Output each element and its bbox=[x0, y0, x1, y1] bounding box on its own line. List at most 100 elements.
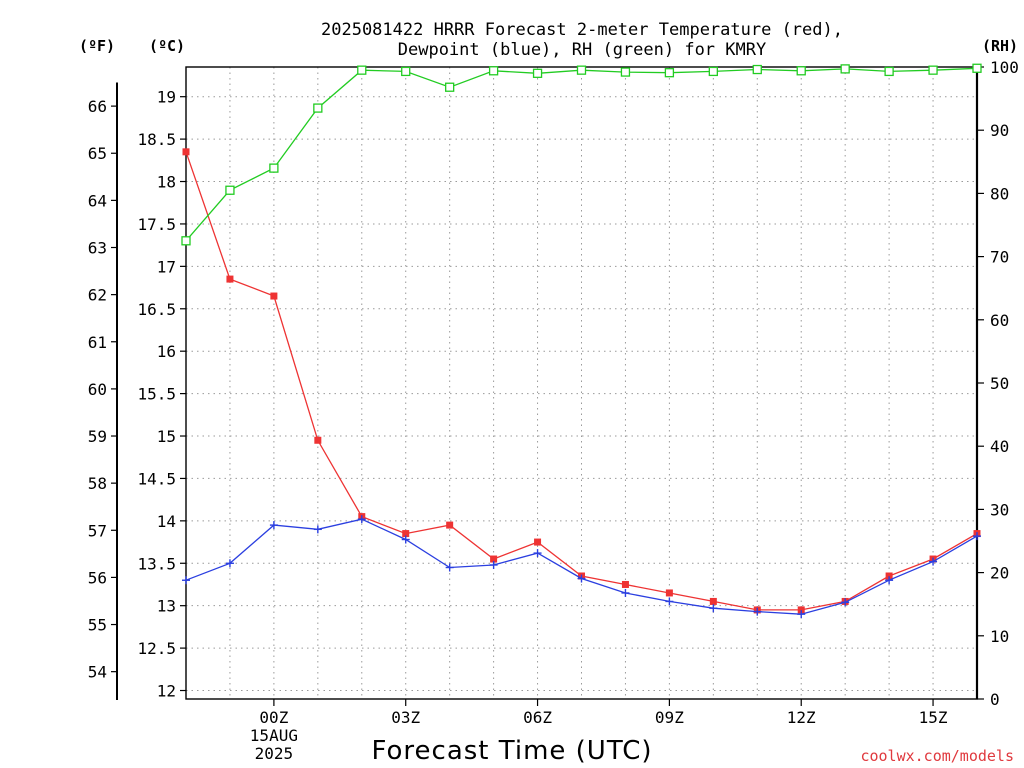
relative_humidity-point bbox=[357, 65, 367, 75]
chart-title-line2: Dewpoint (blue), RH (green) for KMRY bbox=[398, 40, 766, 60]
celsius-tick-label: 17 bbox=[157, 257, 176, 276]
x-tick-label: 03Z bbox=[391, 708, 420, 727]
fahrenheit-tick-label: 58 bbox=[88, 474, 107, 493]
temperature-point bbox=[797, 606, 805, 614]
dewpoint-point bbox=[973, 532, 981, 541]
relative_humidity-point bbox=[401, 66, 411, 77]
dewpoint-point bbox=[533, 549, 542, 558]
celsius-tick-label: 13 bbox=[157, 597, 176, 616]
fahrenheit-tick-label: 61 bbox=[88, 333, 107, 352]
temperature-point bbox=[490, 555, 498, 563]
dewpoint-point bbox=[225, 559, 234, 568]
dewpoint-point bbox=[269, 521, 278, 530]
rh-tick-label: 70 bbox=[990, 248, 1009, 267]
x-axis-title: Forecast Time (UTC) bbox=[371, 736, 652, 766]
temperature-point bbox=[885, 572, 893, 580]
temperature-point bbox=[402, 530, 410, 538]
relative_humidity-point bbox=[576, 65, 587, 75]
dewpoint-line bbox=[185, 518, 978, 615]
x-tick-label: 12Z bbox=[787, 708, 816, 727]
fahrenheit-tick-label: 63 bbox=[88, 239, 107, 258]
dewpoint-point bbox=[753, 607, 762, 616]
fahrenheit-tick-label: 57 bbox=[88, 521, 107, 540]
dewpoint-point bbox=[841, 598, 850, 607]
temperature-point bbox=[226, 275, 234, 283]
fahrenheit-tick-label: 62 bbox=[88, 286, 107, 305]
x-tick-label: 09Z bbox=[655, 708, 684, 727]
relative_humidity-point bbox=[840, 64, 850, 74]
rh-tick-label: 80 bbox=[990, 184, 1009, 203]
relative_humidity-point bbox=[313, 103, 323, 113]
temperature-point bbox=[709, 597, 717, 605]
relative_humidity-point bbox=[181, 236, 191, 246]
relative_humidity-point bbox=[532, 68, 543, 78]
relative_humidity-point bbox=[488, 66, 499, 76]
fahrenheit-tick-label: 65 bbox=[88, 144, 107, 163]
temperature-point bbox=[182, 148, 190, 156]
celsius-unit-label: (ºC) bbox=[149, 37, 185, 55]
celsius-tick-label: 14 bbox=[157, 512, 176, 531]
fahrenheit-tick-label: 60 bbox=[88, 380, 107, 399]
celsius-tick-label: 18.5 bbox=[137, 130, 176, 149]
celsius-tick-label: 12 bbox=[157, 682, 176, 701]
relative_humidity-line bbox=[185, 67, 978, 242]
rh-tick-label: 20 bbox=[990, 564, 1009, 583]
dewpoint-point bbox=[401, 535, 410, 544]
grid-lines bbox=[185, 67, 978, 699]
credit-link[interactable]: coolwx.com/models bbox=[860, 747, 1014, 765]
temperature-point bbox=[621, 580, 629, 588]
x-tick-label: 06Z bbox=[523, 708, 552, 727]
relative_humidity-point bbox=[445, 82, 455, 92]
rh-tick-label: 50 bbox=[990, 374, 1009, 393]
rh-tick-label: 30 bbox=[990, 500, 1009, 519]
celsius-tick-label: 17.5 bbox=[137, 215, 176, 234]
dewpoint-point bbox=[621, 588, 630, 597]
celsius-tick-label: 16.5 bbox=[137, 300, 176, 319]
dewpoint-point bbox=[313, 525, 322, 534]
fahrenheit-tick-label: 55 bbox=[88, 616, 107, 635]
chart-title-line1: 2025081422 HRRR Forecast 2-meter Tempera… bbox=[321, 20, 843, 40]
temperature-point bbox=[534, 538, 542, 546]
x-date-label: 15AUG bbox=[250, 726, 298, 745]
celsius-tick-label: 19 bbox=[157, 88, 176, 107]
dewpoint-point bbox=[929, 557, 938, 566]
dewpoint-point bbox=[797, 610, 806, 619]
temperature-point bbox=[270, 292, 278, 300]
rh-tick-label: 90 bbox=[990, 121, 1009, 140]
fahrenheit-tick-label: 54 bbox=[88, 663, 107, 682]
relative_humidity-point bbox=[928, 65, 938, 75]
fahrenheit-tick-label: 66 bbox=[88, 97, 107, 116]
relative_humidity-point bbox=[708, 66, 718, 77]
celsius-tick-label: 13.5 bbox=[137, 554, 176, 573]
fahrenheit-tick-label: 59 bbox=[88, 427, 107, 446]
dewpoint-point bbox=[709, 604, 718, 613]
temperature-point bbox=[665, 589, 673, 597]
relative_humidity-point bbox=[752, 64, 762, 75]
rh-tick-label: 60 bbox=[990, 311, 1009, 330]
relative_humidity-point bbox=[884, 66, 894, 77]
fahrenheit-tick-label: 56 bbox=[88, 568, 107, 587]
dewpoint-point bbox=[489, 560, 498, 569]
relative_humidity-point bbox=[972, 63, 982, 73]
celsius-tick-label: 16 bbox=[157, 342, 176, 361]
rh-tick-label: 100 bbox=[990, 58, 1019, 77]
rh-tick-label: 10 bbox=[990, 627, 1009, 646]
celsius-tick-label: 14.5 bbox=[137, 469, 176, 488]
dewpoint-point bbox=[885, 576, 894, 585]
tick-labels: 12 12.5 13 13.5 14 14.5 15 15.5 16 16.5 17 17.5 18 18… bbox=[88, 58, 1019, 763]
rh-tick-label: 40 bbox=[990, 437, 1009, 456]
dewpoint-point bbox=[445, 563, 454, 572]
relative_humidity-point bbox=[269, 163, 279, 173]
x-year-label: 2025 bbox=[255, 744, 294, 763]
rh-tick-label: 0 bbox=[990, 690, 1000, 709]
relative_humidity-point bbox=[620, 67, 631, 77]
relative_humidity-point bbox=[664, 68, 675, 78]
x-tick-label: 00Z bbox=[259, 708, 288, 727]
series-layer bbox=[181, 63, 982, 619]
temperature-point bbox=[446, 521, 454, 529]
relative_humidity-point bbox=[225, 185, 235, 195]
rh-unit-label: (RH) bbox=[982, 37, 1018, 55]
axes bbox=[111, 66, 984, 706]
dewpoint-point bbox=[577, 574, 586, 583]
